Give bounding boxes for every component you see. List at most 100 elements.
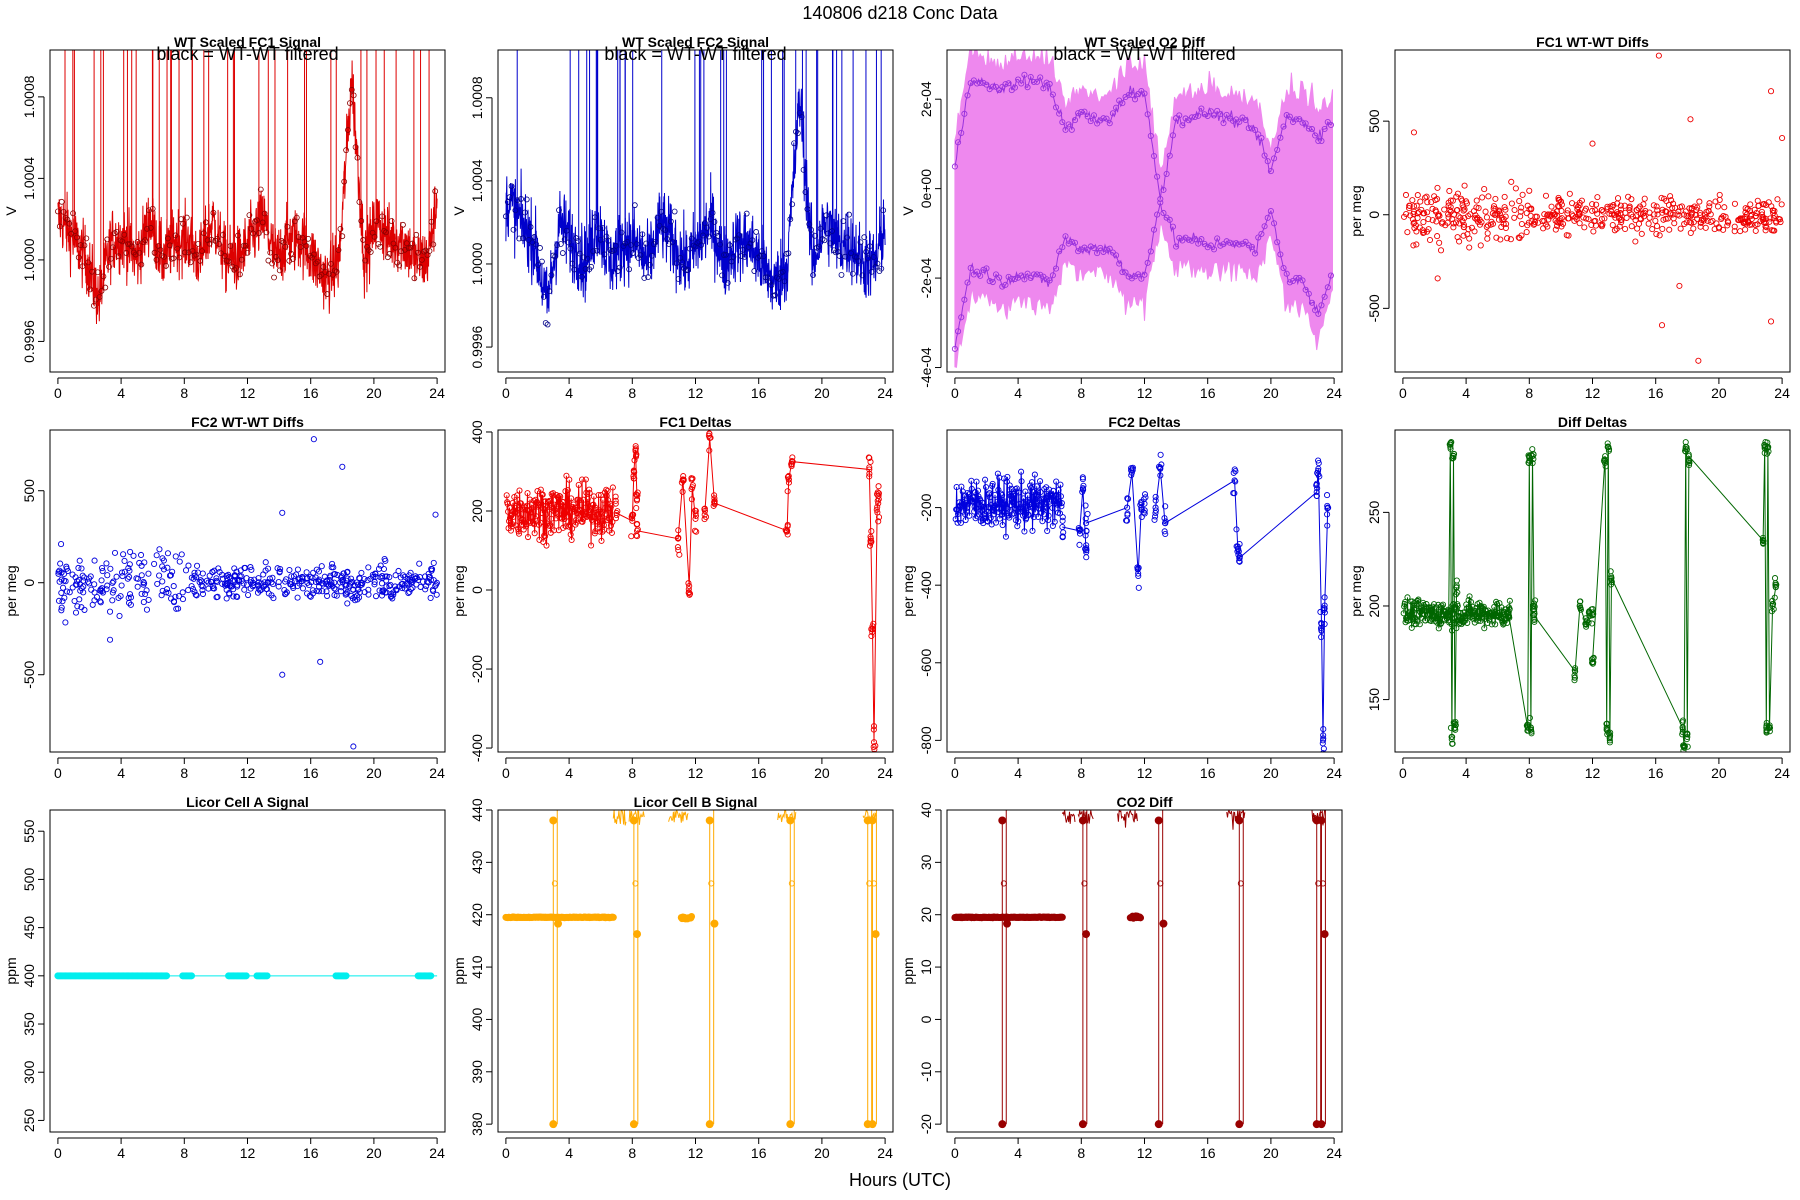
- x-tick-label: 8: [1525, 765, 1533, 781]
- diff-point: [243, 575, 250, 582]
- diff-point: [59, 584, 67, 591]
- y-tick-label: 1.0004: [21, 157, 37, 200]
- delta-point: [871, 750, 877, 752]
- diff-point: [126, 573, 133, 581]
- diff-point: [125, 565, 132, 572]
- sample-point: [734, 235, 741, 242]
- diff-point: [1590, 228, 1597, 235]
- sample-point: [533, 241, 540, 248]
- outlier-point: [350, 743, 357, 750]
- delta-point: [515, 528, 522, 535]
- delta-point: [1321, 609, 1328, 616]
- return-point: [871, 930, 880, 939]
- delta-point: [511, 509, 518, 516]
- trace-point: [1150, 152, 1158, 160]
- trace-point: [1315, 137, 1322, 145]
- delta-point: [1488, 621, 1495, 628]
- delta-point: [1152, 509, 1159, 517]
- diff-point: [328, 564, 335, 571]
- delta-point: [556, 492, 563, 499]
- sample-point: [147, 225, 154, 231]
- sample-point: [255, 230, 262, 236]
- delta-point: [973, 513, 981, 520]
- sample-point: [333, 268, 340, 275]
- sample-point: [645, 274, 651, 280]
- delta-point: [868, 528, 875, 535]
- y-tick-label: -200: [918, 493, 934, 521]
- trace-point: [1271, 220, 1278, 227]
- sample-point: [386, 250, 393, 257]
- diff-point: [406, 572, 413, 579]
- delta-point: [1231, 490, 1238, 497]
- sample-point: [151, 249, 158, 256]
- delta-point: [1766, 724, 1774, 731]
- diff-point: [1454, 190, 1461, 197]
- trace-point: [1059, 119, 1066, 126]
- sample-point: [219, 232, 226, 238]
- delta-point: [1032, 509, 1039, 516]
- diff-point: [392, 572, 399, 579]
- delta-point: [999, 521, 1006, 529]
- panel-licor-b: 0 4 8 12 16 20 24380390400410420430440ppmLicor…: [451, 794, 894, 1161]
- diff-point: [1499, 217, 1506, 224]
- diff-point: [159, 555, 166, 562]
- delta-point: [983, 514, 990, 521]
- diff-point: [287, 581, 294, 588]
- diff-point: [381, 555, 388, 563]
- sample-point: [673, 260, 680, 267]
- diff-point: [1638, 210, 1645, 217]
- diff-point: [1471, 228, 1478, 235]
- trace-point: [1188, 237, 1195, 244]
- delta-point: [711, 501, 718, 508]
- diff-point: [119, 572, 126, 580]
- diff-point: [282, 591, 289, 598]
- y-tick-label: 2e-04: [918, 81, 934, 117]
- delta-point: [563, 513, 570, 520]
- diff-point: [1687, 229, 1694, 236]
- plot-frame: [497, 49, 894, 373]
- sample-point: [244, 249, 251, 256]
- diff-point: [323, 588, 330, 595]
- delta-point: [1321, 594, 1328, 601]
- diff-point: [1626, 204, 1633, 212]
- plot-frame: [49, 429, 446, 753]
- diff-point: [1731, 223, 1738, 230]
- delta-point: [962, 516, 969, 524]
- sample-point: [157, 246, 164, 253]
- plot-frame: [1394, 429, 1791, 753]
- delta-point: [966, 512, 973, 519]
- delta-point: [506, 504, 513, 511]
- diff-point: [223, 586, 230, 593]
- delta-point: [541, 532, 548, 539]
- delta-segment: [1508, 456, 1535, 728]
- delta-point: [1571, 667, 1578, 674]
- y-axis-label: V: [900, 206, 916, 216]
- delta-point: [563, 472, 570, 479]
- sample-point: [848, 250, 854, 257]
- delta-point: [562, 523, 569, 530]
- sample-point: [324, 291, 331, 297]
- diff-point: [206, 572, 213, 579]
- diff-point: [1697, 219, 1704, 226]
- diff-point: [1640, 201, 1647, 208]
- delta-point: [691, 527, 699, 534]
- diff-point: [276, 568, 283, 575]
- delta-point: [997, 490, 1004, 497]
- delta-point: [568, 495, 575, 502]
- sample-point: [432, 188, 439, 195]
- sample-point: [182, 249, 188, 256]
- trace-point: [1068, 126, 1075, 133]
- delta-point: [1422, 608, 1430, 615]
- trace-point: [977, 272, 984, 279]
- diff-point: [320, 581, 327, 588]
- delta-point: [614, 508, 621, 515]
- diff-point: [113, 573, 120, 580]
- trace-point: [1062, 233, 1069, 240]
- diff-point: [1410, 220, 1417, 227]
- diff-point: [294, 594, 301, 601]
- diff-point: [1410, 242, 1417, 249]
- delta-point: [1324, 505, 1331, 512]
- diff-point: [58, 607, 65, 614]
- delta-point: [875, 496, 882, 503]
